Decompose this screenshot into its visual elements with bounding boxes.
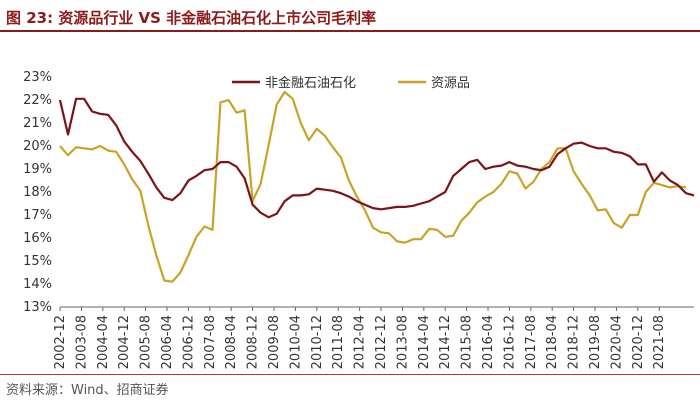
- chart-legend: 非金融石油石化 资源品: [232, 75, 470, 91]
- y-tick-label: 23%: [23, 70, 52, 85]
- source-divider: [0, 374, 700, 375]
- x-tick-label: 2004-04: [96, 315, 111, 369]
- x-tick-label: 2006-04: [160, 315, 175, 369]
- x-tick-label: 2010-12: [310, 315, 325, 369]
- x-tick-label: 2008-12: [246, 315, 261, 369]
- line-chart: 13% 14% 15% 16% 17% 18% 19% 20% 21% 22% 23% 2002-12…: [23, 70, 695, 369]
- x-tick-label: 2009-08: [267, 315, 282, 369]
- x-tick-label: 2014-04: [417, 315, 432, 369]
- y-tick-label: 21%: [23, 116, 52, 131]
- y-tick-label: 20%: [23, 139, 52, 154]
- x-tick-label: 2012-04: [353, 315, 368, 369]
- x-tick-label: 2012-12: [374, 315, 389, 369]
- y-tick-label: 13%: [23, 300, 52, 315]
- x-tick-label: 2016-04: [481, 315, 496, 369]
- y-tick-label: 18%: [23, 185, 52, 200]
- x-tick-label: 2021-08: [652, 315, 667, 369]
- x-tick-label: 2005-08: [139, 315, 154, 369]
- x-tick-label: 2004-12: [117, 315, 132, 369]
- x-tick-label: 2014-12: [438, 315, 453, 369]
- legend-label-1: 资源品: [431, 76, 470, 91]
- x-tick-label: 2010-04: [288, 315, 303, 369]
- x-tick-label: 2020-12: [631, 315, 646, 369]
- y-tick-label: 16%: [23, 231, 52, 246]
- x-tick-label: 2003-08: [74, 315, 89, 369]
- x-tick-label: 2018-04: [545, 315, 560, 369]
- series-line-0: [58, 97, 695, 219]
- legend-label-0: 非金融石油石化: [265, 75, 356, 91]
- source-note: 资料来源：Wind、招商证券: [6, 383, 169, 398]
- figure-header: 图 23: 资源品行业 VS 非金融石油石化上市公司毛利率: [0, 0, 700, 30]
- title-divider: [0, 30, 700, 32]
- x-tick-label: 2017-08: [524, 315, 539, 369]
- y-tick-label: 22%: [23, 93, 52, 108]
- y-tick-label: 17%: [23, 208, 52, 223]
- x-tick-label: 2007-08: [203, 315, 218, 369]
- x-tick-label: 2015-08: [460, 315, 475, 369]
- x-tick-label: 2016-12: [502, 315, 517, 369]
- x-tick-label: 2013-08: [395, 315, 410, 369]
- x-tick-label: 2008-04: [224, 315, 239, 369]
- y-tick-label: 14%: [23, 277, 52, 292]
- y-tick-label: 15%: [23, 254, 52, 269]
- x-tick-label: 2019-08: [588, 315, 603, 369]
- chart-axes: 13% 14% 15% 16% 17% 18% 19% 20% 21% 22% 23% 2002-12…: [23, 70, 694, 369]
- x-tick-label: 2011-08: [331, 315, 346, 369]
- x-tick-label: 2002-12: [53, 315, 68, 369]
- x-tick-label: 2006-12: [181, 315, 196, 369]
- x-tick-label: 2018-12: [567, 315, 582, 369]
- series-line-1: [59, 90, 687, 283]
- x-tick-label: 2020-04: [609, 315, 624, 369]
- y-tick-label: 19%: [23, 162, 52, 177]
- figure-title: 图 23: 资源品行业 VS 非金融石油石化上市公司毛利率: [6, 9, 377, 27]
- series-layer: [58, 90, 695, 283]
